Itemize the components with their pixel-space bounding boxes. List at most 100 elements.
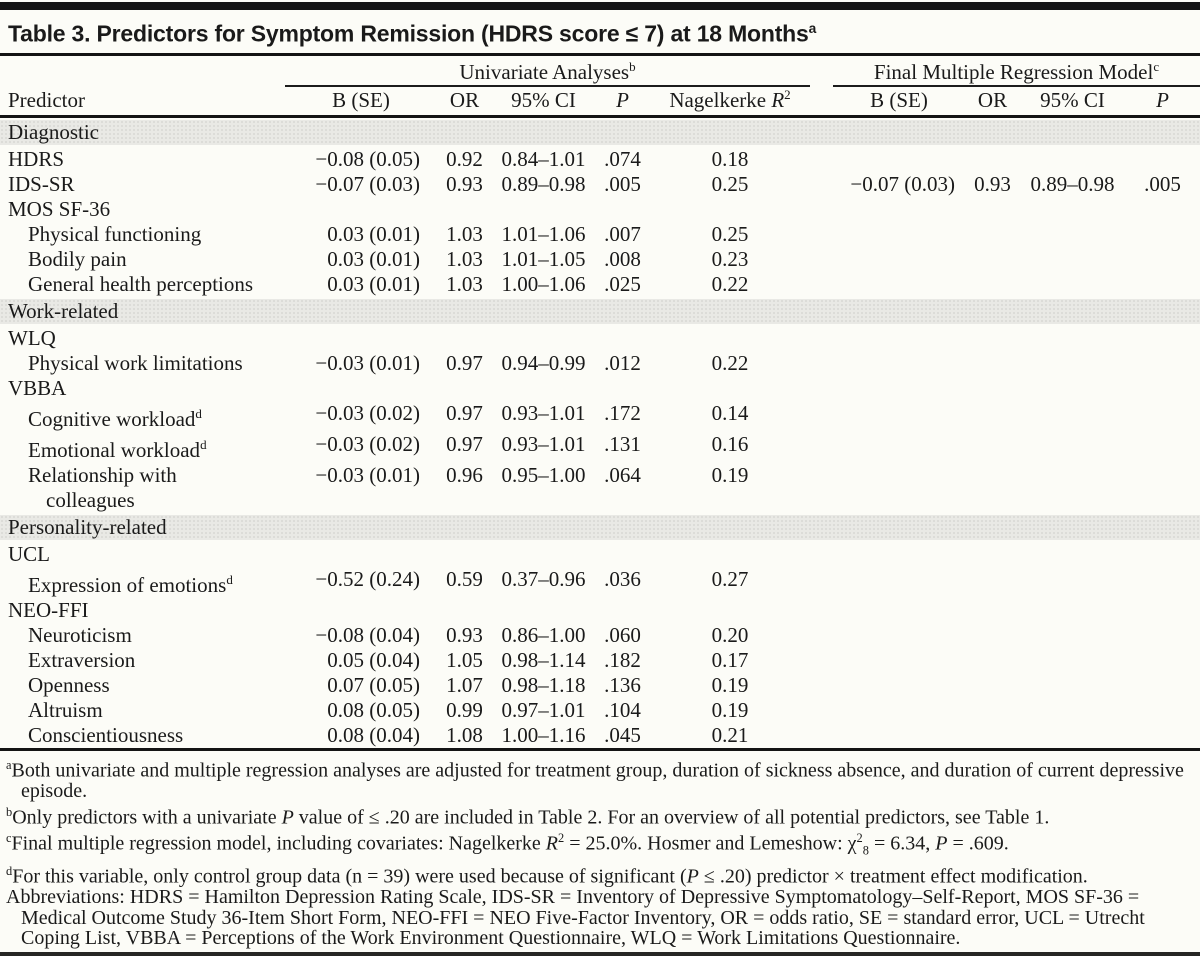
value-cell	[1020, 376, 1125, 401]
predictor-cell: Bodily pain	[28, 246, 127, 271]
spacer-cell	[810, 56, 833, 86]
value-cell	[965, 401, 1020, 432]
value-cell	[1020, 326, 1125, 351]
value-cell	[1125, 222, 1200, 247]
section-label: Diagnostic	[0, 119, 1200, 145]
value-cell	[595, 197, 650, 222]
predictor-cell: MOS SF-36	[8, 196, 111, 221]
table-row: MOS SF-36	[0, 197, 1200, 222]
value-cell	[833, 401, 965, 432]
value-cell	[833, 432, 965, 463]
value-cell: 0.19	[711, 672, 749, 697]
value-cell	[1125, 351, 1200, 376]
value-cell	[1125, 326, 1200, 351]
value-cell	[965, 723, 1020, 750]
column-header: Nagelkerke R2	[650, 85, 810, 118]
value-cell	[595, 326, 650, 351]
predictor-cell: Cognitive workloadd	[28, 405, 202, 431]
value-cell: 0.22	[711, 350, 749, 375]
predictor-cell: Neuroticism	[28, 622, 132, 647]
value-cell: .172	[604, 400, 641, 425]
value-cell: .005	[1144, 171, 1181, 196]
value-cell: .136	[604, 672, 641, 697]
value-cell	[833, 623, 965, 648]
value-cell: .045	[604, 722, 641, 747]
spacer-cell	[810, 272, 833, 297]
predictor-cell: Openness	[28, 672, 110, 697]
predictor-cell: NEO-FFI	[8, 597, 89, 622]
spacer-cell	[810, 401, 833, 432]
predictor-cell: IDS-SR	[8, 171, 75, 196]
value-cell: 0.95–1.00	[501, 462, 586, 487]
value-cell: .182	[604, 647, 641, 672]
value-cell	[437, 326, 492, 351]
value-cell: 1.05	[446, 647, 483, 672]
value-cell: 0.98–1.14	[501, 647, 586, 672]
column-header: B (SE)	[833, 85, 965, 118]
value-cell	[965, 351, 1020, 376]
predictor-cell: Emotional workloadd	[28, 436, 207, 462]
value-cell	[492, 598, 595, 623]
value-cell	[437, 542, 492, 567]
value-cell	[1020, 698, 1125, 723]
value-cell	[437, 197, 492, 222]
value-cell: .060	[604, 622, 641, 647]
value-cell: 0.03 (0.01)	[327, 246, 420, 271]
section-cell: Personality-related	[0, 513, 1200, 542]
predictor-cell: UCL	[8, 541, 50, 566]
value-cell: .131	[604, 431, 641, 456]
value-cell	[833, 197, 965, 222]
table-header: Univariate Analysesb Final Multiple Regre…	[0, 55, 1200, 118]
value-cell	[1125, 463, 1200, 513]
spacer-cell	[810, 698, 833, 723]
value-cell: 0.59	[446, 566, 483, 591]
value-cell: 0.07 (0.05)	[327, 672, 420, 697]
value-cell	[1125, 723, 1200, 750]
table-row: UCL	[0, 542, 1200, 567]
value-cell	[1125, 623, 1200, 648]
table-row: Bodily pain 0.03 (0.01) 1.03 1.01–1.05 .008 0…	[0, 247, 1200, 272]
value-cell	[833, 673, 965, 698]
predictor-cell: Altruism	[28, 697, 103, 722]
value-cell	[1125, 247, 1200, 272]
value-cell	[285, 598, 437, 623]
value-cell	[1125, 698, 1200, 723]
value-cell: 0.22	[711, 271, 749, 296]
value-cell	[1125, 432, 1200, 463]
value-cell	[1125, 673, 1200, 698]
predictor-cell: Physical work limitations	[28, 350, 243, 375]
value-cell: 0.97–1.01	[501, 697, 586, 722]
value-cell	[833, 376, 965, 401]
value-cell	[965, 197, 1020, 222]
value-cell: 0.08 (0.04)	[327, 722, 420, 747]
value-cell: 0.93–1.01	[501, 431, 586, 456]
value-cell: −0.08 (0.04)	[315, 622, 420, 647]
value-cell	[1125, 401, 1200, 432]
value-cell	[1020, 598, 1125, 623]
predictor-cell: Conscientiousness	[28, 722, 184, 747]
value-cell	[833, 326, 965, 351]
value-cell: 0.05 (0.04)	[327, 647, 420, 672]
value-cell: 0.84–1.01	[501, 146, 586, 171]
value-cell	[833, 723, 965, 750]
spacer-cell	[810, 85, 833, 118]
value-cell: 0.37–0.96	[501, 566, 586, 591]
value-cell: 0.93	[974, 171, 1011, 196]
value-cell: 0.19	[711, 462, 749, 487]
title-footnote-marker: a	[808, 21, 817, 36]
value-cell: 0.03 (0.01)	[327, 221, 420, 246]
spacer-cell	[810, 172, 833, 197]
footnote: dFor this variable, only control group d…	[6, 864, 1088, 888]
table-row: Relationship with colleagues −0.03 (0.01) 0…	[0, 463, 1200, 513]
value-cell	[1125, 542, 1200, 567]
value-cell: −0.03 (0.02)	[315, 431, 420, 456]
value-cell	[1020, 222, 1125, 247]
value-cell	[965, 673, 1020, 698]
value-cell	[833, 463, 965, 513]
value-cell: 0.97	[446, 350, 483, 375]
table-row: Expression of emotionsd −0.52 (0.24) 0.59 0…	[0, 567, 1200, 598]
value-cell: 1.00–1.16	[501, 722, 586, 747]
value-cell: 1.01–1.05	[501, 246, 586, 271]
value-cell: 0.25	[711, 171, 749, 196]
table-title: Table 3. Predictors for Symptom Remissio…	[0, 10, 1200, 56]
